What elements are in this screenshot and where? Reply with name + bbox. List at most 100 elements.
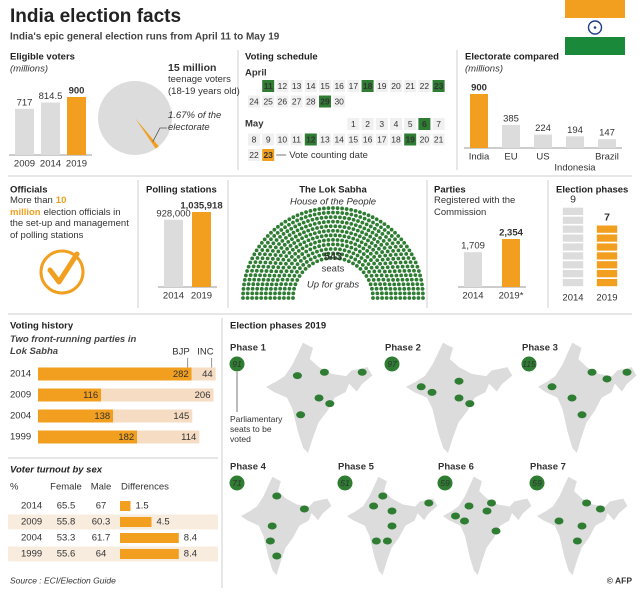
seat <box>295 269 299 274</box>
table-value: 65.5 <box>57 501 76 512</box>
seat <box>399 252 403 257</box>
map-area <box>299 505 309 513</box>
category-label: 2014 <box>163 291 184 302</box>
seat <box>380 296 384 300</box>
seat <box>358 215 363 219</box>
seat <box>292 241 297 245</box>
seat <box>276 257 280 262</box>
seat <box>382 282 387 287</box>
seat <box>312 255 317 260</box>
seat <box>377 246 381 251</box>
phase-label: Phase 6 <box>438 462 474 473</box>
seat <box>411 256 416 261</box>
seat <box>304 244 309 249</box>
day-label: 9 <box>266 134 271 144</box>
seat <box>373 282 378 287</box>
day-label: 15 <box>320 81 330 91</box>
seat <box>340 252 345 257</box>
seat <box>364 222 369 227</box>
seat <box>412 296 416 300</box>
seat <box>331 251 335 256</box>
bar <box>192 212 211 287</box>
seat <box>312 207 317 212</box>
seat <box>263 244 267 249</box>
day-cell <box>347 133 360 146</box>
seat <box>262 273 267 278</box>
seat <box>310 251 315 256</box>
seat <box>293 234 298 239</box>
day-label: 19 <box>377 81 387 91</box>
seat <box>256 264 261 269</box>
seat <box>416 286 420 291</box>
seat <box>405 264 410 269</box>
map-land <box>536 341 638 456</box>
day-cell <box>333 133 346 146</box>
month-label: May <box>245 119 264 130</box>
seat <box>361 270 366 275</box>
seat <box>308 208 313 213</box>
seat <box>387 282 392 287</box>
day-cell <box>276 80 289 92</box>
page-subtitle: India's epic general election runs from … <box>10 32 280 43</box>
seat <box>359 256 364 260</box>
pie-value-label: 1.67% of the electorate <box>168 110 222 133</box>
bar <box>598 139 616 148</box>
seat <box>373 243 378 248</box>
map-area <box>464 502 474 510</box>
seat <box>317 253 322 258</box>
seat <box>371 277 376 282</box>
day-label: 10 <box>278 134 288 144</box>
seat <box>382 269 387 274</box>
seat <box>288 282 293 287</box>
seat <box>349 231 354 236</box>
seat <box>268 252 273 257</box>
seat <box>242 277 247 282</box>
seat <box>353 213 358 218</box>
bar-segment <box>38 388 102 402</box>
day-label: 21 <box>405 81 415 91</box>
seat <box>355 238 360 243</box>
seat <box>308 247 313 252</box>
seat <box>360 262 365 267</box>
seat <box>366 262 371 267</box>
seat <box>317 211 322 216</box>
day-label: 25 <box>263 96 273 106</box>
unit <box>595 241 619 253</box>
category-label: 2019 <box>596 293 617 304</box>
seat <box>418 273 423 278</box>
seat <box>246 264 251 269</box>
seat <box>385 249 390 254</box>
flag <box>565 0 625 55</box>
day-label: 16 <box>363 134 373 144</box>
unit <box>595 268 619 279</box>
seats <box>241 206 425 300</box>
map-area <box>378 492 388 500</box>
seat <box>315 226 319 230</box>
seat <box>293 224 298 229</box>
bar <box>41 102 60 155</box>
seat <box>406 256 411 260</box>
seat <box>319 248 324 253</box>
seat <box>389 273 394 278</box>
seat <box>398 296 403 300</box>
schedule-title: Voting schedule <box>245 52 318 63</box>
day-cell <box>262 80 275 92</box>
seat-unit: seats <box>322 264 345 275</box>
seat <box>274 238 279 242</box>
seat <box>302 230 306 235</box>
credit: © AFP <box>607 575 633 585</box>
bar <box>470 94 488 148</box>
value-label: 4.5 <box>157 517 170 528</box>
seat <box>260 256 265 261</box>
seat <box>394 273 399 278</box>
seat <box>416 291 421 296</box>
seat <box>264 286 269 291</box>
seat <box>276 224 280 229</box>
day-cell <box>390 133 402 146</box>
seat <box>290 247 295 252</box>
seat <box>386 278 391 282</box>
map-area <box>272 552 282 560</box>
day-cell <box>262 149 275 161</box>
seat <box>360 220 365 225</box>
